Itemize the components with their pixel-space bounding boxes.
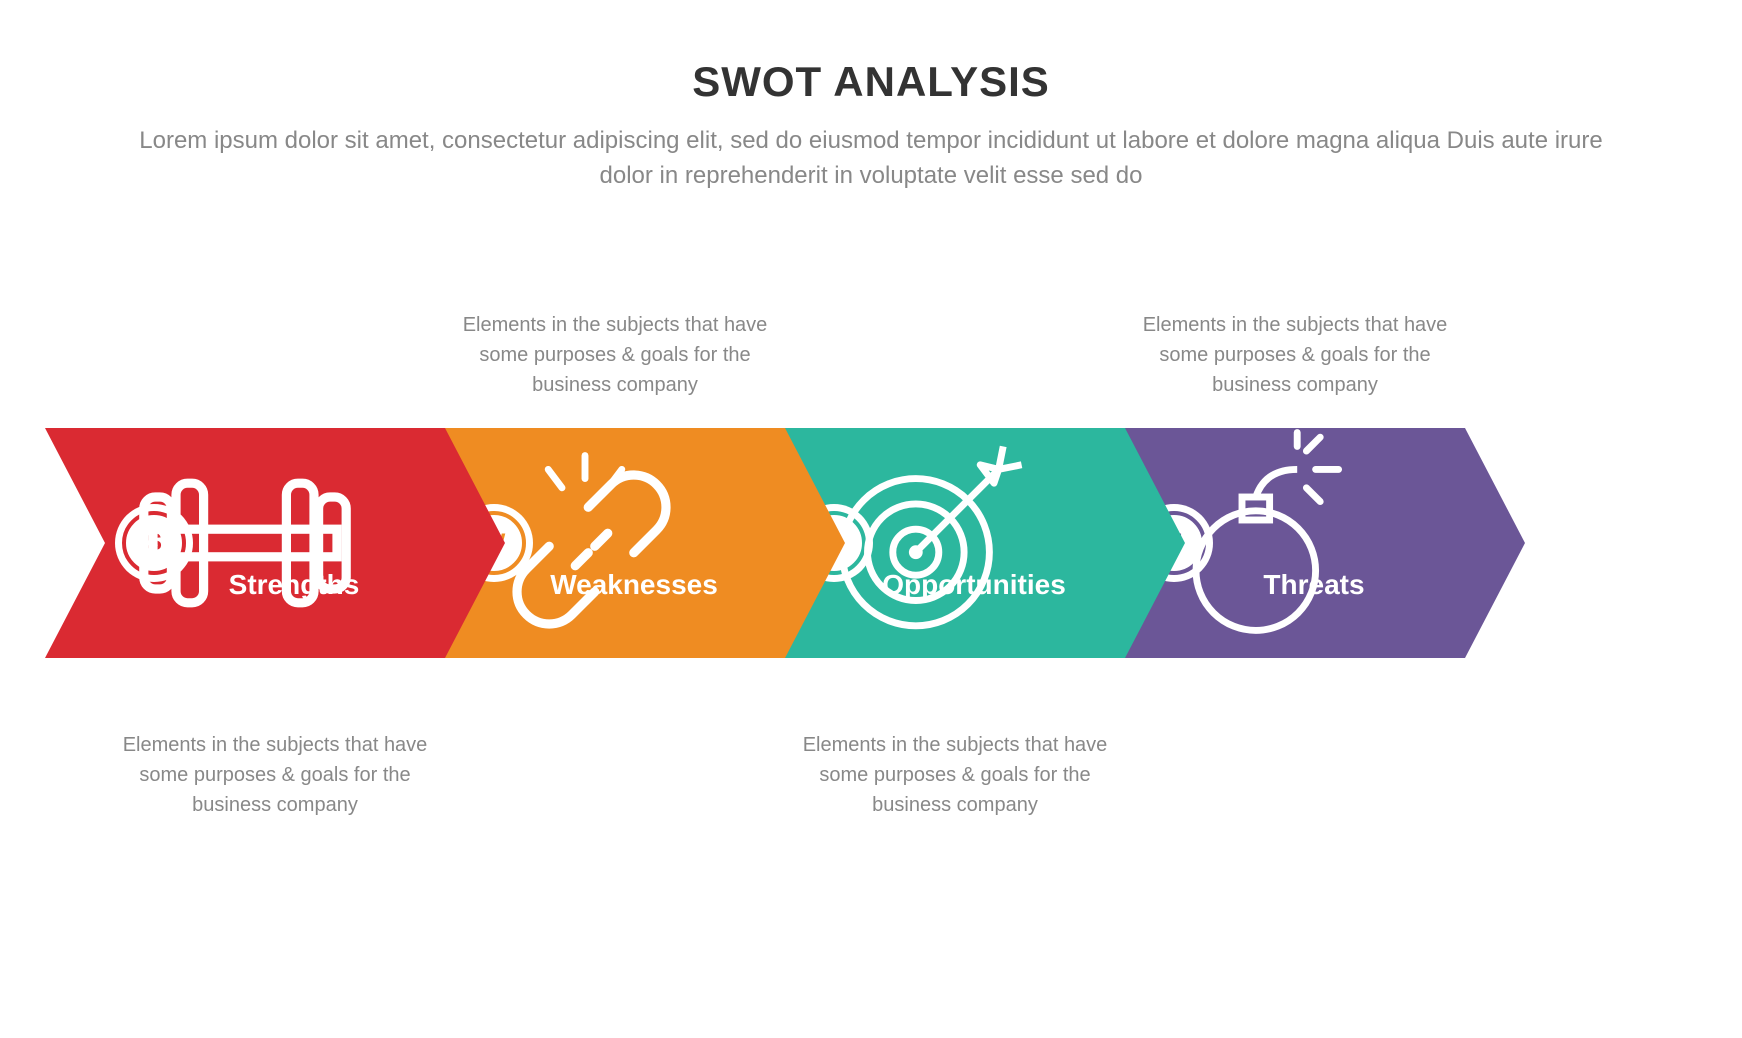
dumbbell-icon [259,485,329,555]
swot-arrow-row: S Strengths W Weaknesses [45,428,1697,658]
broken-link-icon [599,485,669,555]
target-icon [939,485,1009,555]
chevron-strengths: S Strengths [45,428,445,658]
page-subtitle: Lorem ipsum dolor sit amet, consectetur … [111,124,1631,194]
caption-strengths: Elements in the subjects that have some … [115,730,435,820]
page-title: SWOT ANALYSIS [0,58,1742,106]
caption-opportunities: Elements in the subjects that have some … [795,730,1115,820]
caption-weaknesses: Elements in the subjects that have some … [455,310,775,400]
caption-threats: Elements in the subjects that have some … [1135,310,1455,400]
bomb-icon [1279,485,1349,555]
